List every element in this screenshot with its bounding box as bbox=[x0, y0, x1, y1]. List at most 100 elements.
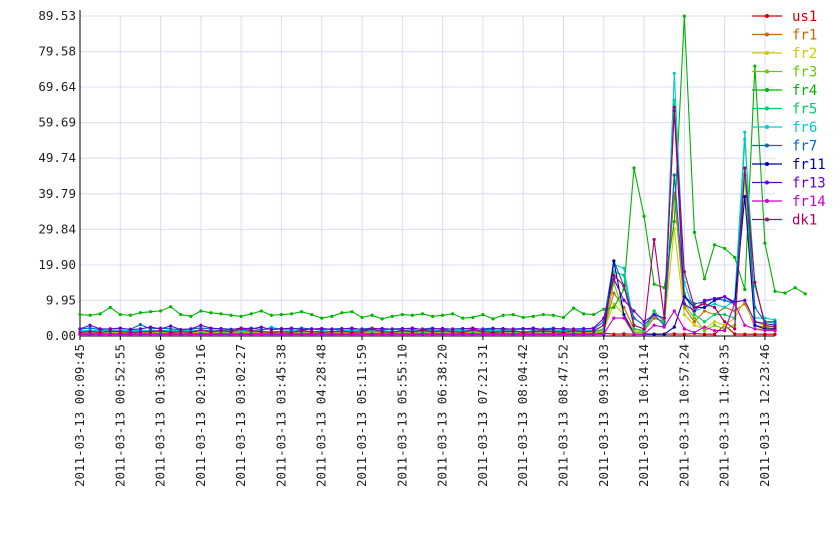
data-point bbox=[692, 323, 697, 327]
data-point bbox=[390, 314, 394, 318]
data-point bbox=[652, 316, 656, 320]
data-point bbox=[652, 237, 656, 242]
x-tick-label: 2011-03-13 04:28:48 bbox=[314, 344, 329, 487]
data-point bbox=[148, 310, 153, 314]
legend-marker bbox=[765, 32, 769, 37]
data-point bbox=[189, 314, 193, 318]
series-line-dk1 bbox=[79, 107, 776, 333]
legend-label: fr14 bbox=[792, 194, 826, 210]
data-point bbox=[410, 313, 414, 317]
data-point bbox=[682, 14, 686, 18]
data-point bbox=[481, 312, 485, 317]
data-point bbox=[269, 330, 273, 335]
data-point bbox=[310, 312, 314, 317]
data-point bbox=[350, 310, 354, 314]
data-point bbox=[743, 332, 747, 336]
data-point bbox=[410, 332, 414, 337]
data-point bbox=[148, 325, 153, 329]
data-point bbox=[108, 332, 112, 337]
data-point bbox=[702, 329, 707, 333]
data-point bbox=[380, 326, 384, 331]
data-point bbox=[390, 327, 394, 331]
data-point bbox=[360, 330, 364, 334]
data-point bbox=[592, 312, 596, 317]
data-point bbox=[612, 305, 616, 310]
data-point bbox=[491, 327, 495, 331]
data-point bbox=[702, 325, 707, 329]
x-tick-label: 2011-03-13 05:11:59 bbox=[354, 344, 369, 487]
data-point bbox=[723, 246, 727, 251]
x-tick-label: 2011-03-13 01:36:06 bbox=[153, 344, 168, 487]
legend-label: fr6 bbox=[792, 120, 817, 136]
data-point bbox=[320, 316, 324, 320]
data-point bbox=[88, 323, 92, 327]
data-point bbox=[612, 332, 616, 336]
data-point bbox=[531, 332, 535, 337]
legend-item-fr6: fr6 bbox=[752, 120, 817, 136]
data-point bbox=[259, 330, 263, 334]
data-point bbox=[743, 166, 747, 170]
data-point bbox=[642, 332, 646, 336]
data-point bbox=[541, 329, 545, 333]
data-point bbox=[98, 330, 102, 335]
legend-marker bbox=[765, 199, 769, 203]
data-point bbox=[753, 323, 757, 327]
series-line-fr13 bbox=[79, 110, 776, 331]
data-point bbox=[551, 327, 556, 331]
data-point bbox=[158, 309, 163, 313]
data-point bbox=[753, 64, 757, 68]
data-point bbox=[169, 330, 173, 335]
data-point bbox=[712, 296, 717, 301]
data-point bbox=[632, 323, 636, 327]
data-point bbox=[582, 312, 586, 316]
data-point bbox=[773, 289, 777, 293]
data-point bbox=[662, 325, 666, 329]
data-point bbox=[682, 332, 686, 336]
data-point bbox=[642, 214, 646, 218]
legend-label: fr2 bbox=[792, 46, 817, 62]
data-point bbox=[169, 305, 173, 309]
data-point bbox=[682, 312, 686, 317]
data-point bbox=[723, 320, 727, 324]
data-point bbox=[98, 312, 102, 316]
data-point bbox=[420, 312, 425, 316]
data-point bbox=[632, 166, 636, 170]
data-point bbox=[430, 332, 435, 337]
data-point bbox=[702, 320, 707, 324]
data-point bbox=[370, 327, 374, 331]
data-point bbox=[430, 330, 435, 334]
data-point bbox=[723, 329, 727, 333]
data-point bbox=[652, 309, 656, 313]
data-point bbox=[622, 298, 626, 302]
data-point bbox=[98, 327, 102, 331]
data-point bbox=[672, 325, 676, 329]
data-point bbox=[400, 329, 404, 333]
tick-labels: 0.00 9.95 19.90 29.84 39.79 49.74 59.69 69.64 79… bbox=[38, 8, 772, 487]
data-point bbox=[712, 312, 717, 317]
data-point bbox=[582, 327, 586, 331]
data-point bbox=[279, 332, 284, 337]
data-point bbox=[712, 302, 717, 306]
data-point bbox=[239, 327, 243, 331]
data-point bbox=[491, 317, 495, 321]
data-point bbox=[330, 330, 334, 334]
data-point bbox=[692, 320, 697, 324]
data-point bbox=[199, 332, 203, 337]
data-point bbox=[148, 330, 153, 334]
data-point bbox=[531, 330, 535, 334]
y-tick-label: 79.58 bbox=[38, 44, 76, 59]
data-point bbox=[299, 329, 304, 333]
data-point bbox=[612, 316, 616, 320]
data-point bbox=[420, 328, 425, 332]
data-point bbox=[622, 312, 626, 317]
data-point bbox=[561, 330, 566, 335]
data-point bbox=[360, 315, 364, 320]
data-point bbox=[662, 316, 666, 320]
series-dk1 bbox=[78, 105, 777, 335]
data-point bbox=[229, 330, 233, 334]
data-point bbox=[179, 330, 183, 334]
data-point bbox=[400, 312, 404, 317]
y-tick-label: 59.69 bbox=[38, 115, 76, 130]
data-point bbox=[571, 306, 576, 310]
series-fr6 bbox=[78, 71, 777, 333]
